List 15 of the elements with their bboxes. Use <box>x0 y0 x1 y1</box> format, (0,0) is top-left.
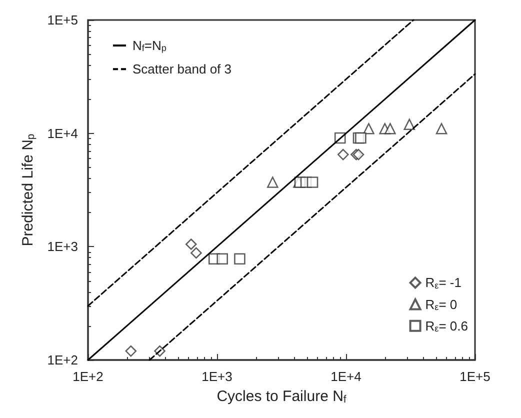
legend-label: Scatter band of 3 <box>132 62 232 77</box>
x-tick-label: 1E+4 <box>330 369 362 384</box>
legend-label: Rε= 0.6 <box>425 318 468 334</box>
legend-label: Rε= -1 <box>425 275 462 290</box>
legend-label: Nf=Np <box>132 38 166 54</box>
legend-label: Rε= 0 <box>425 296 458 312</box>
y-tick-label: 1E+5 <box>47 12 78 28</box>
x-tick-label: 1E+3 <box>202 369 232 384</box>
x-axis-title: Cycles to Failure Nf <box>216 388 346 406</box>
y-tick-label: 1E+3 <box>47 239 78 254</box>
x-tick-label: 1E+5 <box>460 369 490 384</box>
y-axis-title: Predicted Life Np <box>19 134 37 246</box>
x-tick-label: 1E+2 <box>72 369 104 384</box>
y-tick-label: 1E+4 <box>47 126 78 141</box>
y-tick-label: 1E+2 <box>47 352 78 368</box>
